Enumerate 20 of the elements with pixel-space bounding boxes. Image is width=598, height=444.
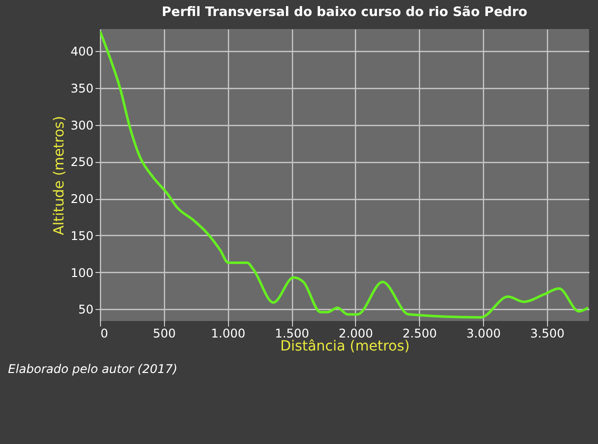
x-tick-label: 1.000: [210, 326, 246, 340]
y-tick-label: 150: [70, 228, 94, 243]
y-tick-label: 300: [70, 118, 94, 132]
x-tick-label: 0: [100, 326, 108, 340]
x-tick-label: 3.500: [530, 326, 565, 340]
x-tick-label: 500: [152, 326, 176, 340]
y-tick-label: 100: [70, 266, 94, 280]
y-tick-label: 250: [70, 155, 94, 170]
x-tick-label: 2.000: [338, 326, 374, 340]
x-axis-title: Distância (metros): [280, 338, 410, 354]
x-tick-label: 3.000: [466, 326, 501, 340]
y-tick-label: 350: [70, 81, 94, 96]
y-tick-label: 200: [70, 192, 94, 206]
x-tick-label: 1.500: [274, 326, 310, 340]
y-tick-label: 50: [78, 302, 94, 317]
chart-title: Perfil Transversal do baixo curso do rio São Pedro: [162, 5, 528, 20]
y-tick-label: 400: [70, 44, 94, 59]
text: Elaborado pelo autor (2017): [8, 362, 178, 376]
y-axis-title: Altitude (metros): [52, 116, 68, 236]
x-tick-label: 2.500: [402, 326, 437, 340]
